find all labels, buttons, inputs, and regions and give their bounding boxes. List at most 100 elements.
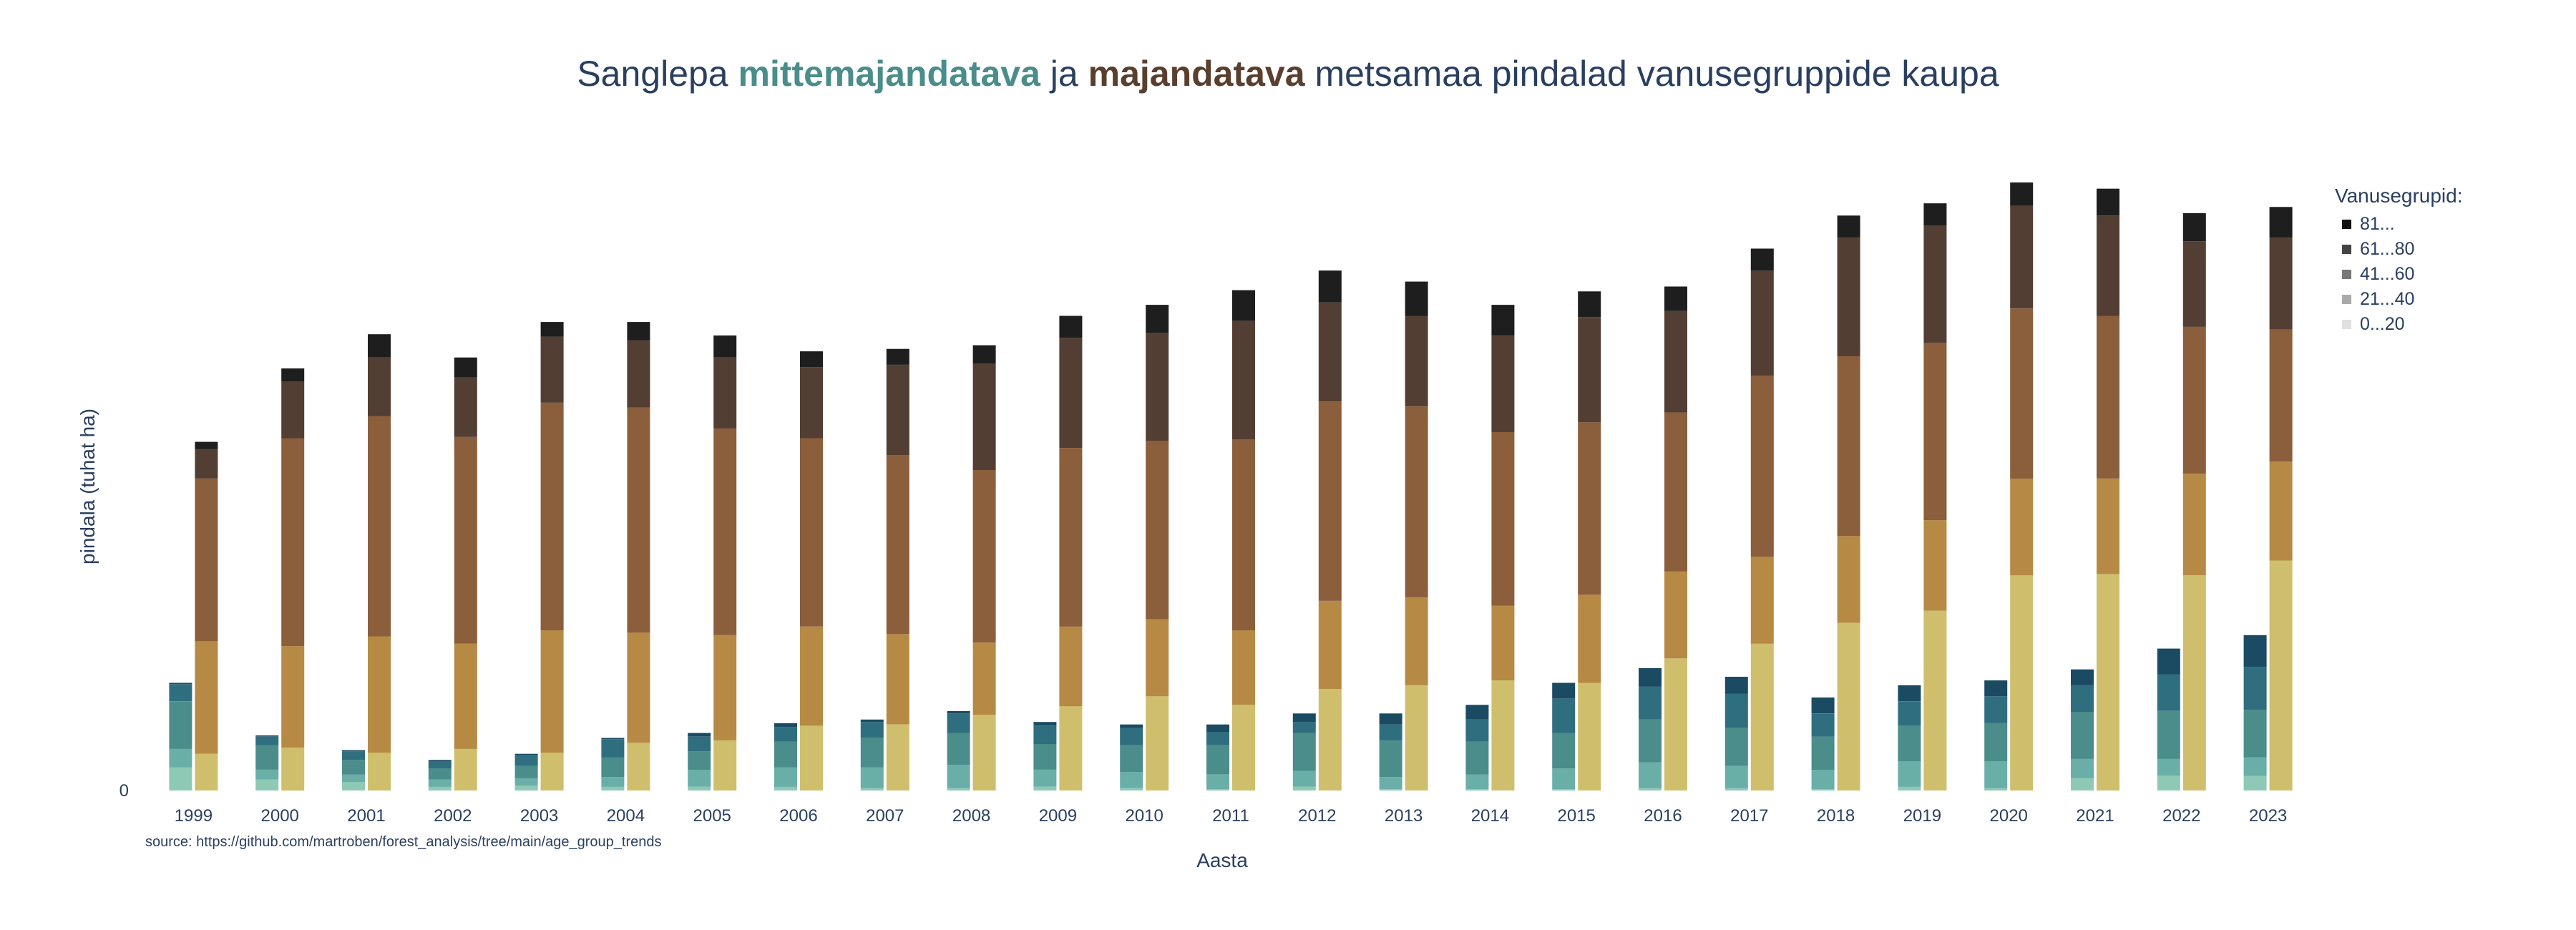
bar-mittemajandatava-2014-61-80[interactable]: [1465, 719, 1489, 742]
bar-mittemajandatava-2018-21-40[interactable]: [1811, 769, 1835, 790]
bar-majandatava-2021-61-80[interactable]: [2097, 215, 2119, 316]
bar-mittemajandatava-2007-61-80[interactable]: [860, 722, 884, 738]
bar-mittemajandatava-2005-21-40[interactable]: [688, 769, 711, 787]
bar-majandatava-2000-81-plus[interactable]: [281, 368, 305, 382]
bar-mittemajandatava-2014-0-20[interactable]: [1465, 789, 1489, 790]
bar-mittemajandatava-2006-0-20[interactable]: [774, 786, 797, 790]
bar-mittemajandatava-2005-61-80[interactable]: [688, 736, 711, 752]
bar-majandatava-2005-61-80[interactable]: [713, 357, 737, 429]
bar-mittemajandatava-1999-21-40[interactable]: [169, 748, 192, 768]
bar-mittemajandatava-2019-0-20[interactable]: [1898, 786, 1921, 790]
bar-majandatava-2006-0-20[interactable]: [800, 725, 823, 790]
bar-majandatava-2023-81-plus[interactable]: [2269, 207, 2293, 238]
bar-mittemajandatava-2013-0-20[interactable]: [1379, 789, 1402, 790]
bar-mittemajandatava-2012-81-plus[interactable]: [1292, 713, 1316, 723]
bar-mittemajandatava-1999-41-60[interactable]: [169, 701, 192, 749]
bar-majandatava-2013-41-60[interactable]: [1405, 406, 1428, 597]
bar-majandatava-2016-41-60[interactable]: [1664, 412, 1687, 572]
bar-majandatava-2010-21-40[interactable]: [1146, 619, 1169, 697]
bar-mittemajandatava-2006-21-40[interactable]: [774, 767, 797, 787]
bar-majandatava-2020-81-plus[interactable]: [2010, 182, 2034, 206]
bar-majandatava-2021-81-plus[interactable]: [2097, 188, 2119, 216]
bar-majandatava-2011-0-20[interactable]: [1232, 705, 1255, 790]
bar-majandatava-2013-0-20[interactable]: [1405, 685, 1428, 790]
bar-mittemajandatava-2023-21-40[interactable]: [2243, 757, 2267, 776]
legend-item-41-60[interactable]: 41...60: [2335, 262, 2463, 287]
bar-majandatava-2020-21-40[interactable]: [2010, 479, 2034, 576]
bar-mittemajandatava-2001-0-20[interactable]: [342, 782, 365, 790]
bar-majandatava-2016-21-40[interactable]: [1664, 571, 1687, 659]
bar-mittemajandatava-2021-21-40[interactable]: [2071, 758, 2094, 778]
bar-mittemajandatava-2000-41-60[interactable]: [255, 745, 279, 770]
bar-mittemajandatava-2013-81-plus[interactable]: [1379, 713, 1402, 725]
bar-mittemajandatava-2017-41-60[interactable]: [1724, 728, 1748, 766]
bar-majandatava-2013-81-plus[interactable]: [1405, 281, 1428, 316]
bar-majandatava-2014-41-60[interactable]: [1491, 432, 1515, 606]
bar-mittemajandatava-2012-21-40[interactable]: [1292, 770, 1316, 787]
bar-mittemajandatava-2000-81-plus[interactable]: [255, 735, 279, 737]
bar-mittemajandatava-2005-41-60[interactable]: [688, 751, 711, 770]
bar-mittemajandatava-2013-61-80[interactable]: [1379, 724, 1402, 740]
bar-mittemajandatava-2015-81-plus[interactable]: [1552, 682, 1576, 699]
bar-majandatava-2005-81-plus[interactable]: [713, 335, 737, 358]
bar-majandatava-2017-41-60[interactable]: [1750, 376, 1774, 557]
bar-majandatava-2005-0-20[interactable]: [713, 740, 737, 790]
bar-mittemajandatava-2007-21-40[interactable]: [860, 767, 884, 788]
bar-majandatava-2021-21-40[interactable]: [2097, 479, 2119, 574]
bar-mittemajandatava-2020-21-40[interactable]: [1984, 761, 2008, 788]
bar-majandatava-2005-21-40[interactable]: [713, 635, 737, 740]
legend-item-81-plus[interactable]: 81...: [2335, 212, 2463, 237]
bar-majandatava-2022-0-20[interactable]: [2182, 575, 2206, 790]
bar-mittemajandatava-2004-41-60[interactable]: [601, 757, 625, 778]
bar-mittemajandatava-2003-61-80[interactable]: [514, 755, 538, 766]
bar-mittemajandatava-2005-0-20[interactable]: [688, 786, 711, 790]
bar-majandatava-2001-21-40[interactable]: [368, 636, 391, 753]
bar-mittemajandatava-2002-0-20[interactable]: [428, 786, 452, 790]
bar-majandatava-2019-0-20[interactable]: [1923, 610, 1947, 790]
bar-mittemajandatava-2014-81-plus[interactable]: [1465, 705, 1489, 720]
bar-mittemajandatava-2004-81-plus[interactable]: [601, 738, 625, 740]
bar-majandatava-2010-41-60[interactable]: [1146, 440, 1169, 620]
bar-mittemajandatava-2020-81-plus[interactable]: [1984, 680, 2008, 697]
bar-mittemajandatava-2008-0-20[interactable]: [947, 788, 970, 790]
bar-majandatava-2023-61-80[interactable]: [2269, 238, 2293, 330]
bar-majandatava-2003-61-80[interactable]: [540, 336, 564, 403]
bar-mittemajandatava-2000-0-20[interactable]: [255, 779, 279, 790]
bar-majandatava-2017-21-40[interactable]: [1750, 557, 1774, 644]
bar-mittemajandatava-2023-41-60[interactable]: [2243, 710, 2267, 758]
bar-mittemajandatava-2003-21-40[interactable]: [514, 778, 538, 786]
bar-majandatava-2015-81-plus[interactable]: [1578, 291, 1601, 318]
bar-majandatava-2017-81-plus[interactable]: [1750, 248, 1774, 271]
legend-item-0-20[interactable]: 0...20: [2335, 312, 2463, 337]
bar-mittemajandatava-2008-41-60[interactable]: [947, 733, 970, 765]
bar-mittemajandatava-2019-21-40[interactable]: [1898, 761, 1921, 787]
bar-mittemajandatava-2003-81-plus[interactable]: [514, 753, 538, 755]
bar-majandatava-2004-61-80[interactable]: [627, 340, 650, 408]
bar-mittemajandatava-2013-21-40[interactable]: [1379, 777, 1402, 790]
bar-majandatava-2012-41-60[interactable]: [1318, 401, 1342, 601]
bar-mittemajandatava-2006-41-60[interactable]: [774, 741, 797, 768]
bar-majandatava-2020-61-80[interactable]: [2010, 205, 2034, 309]
bar-majandatava-2019-61-80[interactable]: [1923, 225, 1947, 343]
bar-majandatava-2008-0-20[interactable]: [972, 715, 996, 790]
bar-mittemajandatava-2001-81-plus[interactable]: [342, 750, 365, 752]
bar-majandatava-2014-21-40[interactable]: [1491, 605, 1515, 681]
bar-mittemajandatava-2000-21-40[interactable]: [255, 769, 279, 780]
bar-mittemajandatava-2014-21-40[interactable]: [1465, 774, 1489, 790]
bar-mittemajandatava-2022-0-20[interactable]: [2157, 775, 2180, 791]
bar-mittemajandatava-2010-0-20[interactable]: [1120, 788, 1143, 790]
bar-majandatava-2017-61-80[interactable]: [1750, 270, 1774, 376]
bar-mittemajandatava-2009-0-20[interactable]: [1033, 786, 1057, 790]
bar-mittemajandatava-2008-81-plus[interactable]: [947, 710, 970, 714]
bar-majandatava-2022-21-40[interactable]: [2182, 474, 2206, 575]
bar-majandatava-2018-41-60[interactable]: [1837, 356, 1860, 537]
bar-mittemajandatava-2014-41-60[interactable]: [1465, 741, 1489, 775]
bar-majandatava-2016-81-plus[interactable]: [1664, 286, 1687, 311]
bar-mittemajandatava-2007-81-plus[interactable]: [860, 719, 884, 723]
bar-majandatava-1999-0-20[interactable]: [195, 753, 218, 790]
bar-mittemajandatava-2017-0-20[interactable]: [1724, 788, 1748, 790]
bar-mittemajandatava-2002-81-plus[interactable]: [428, 760, 452, 761]
bar-majandatava-1999-81-plus[interactable]: [195, 441, 218, 449]
bar-mittemajandatava-2016-61-80[interactable]: [1639, 686, 1662, 720]
bar-mittemajandatava-2005-81-plus[interactable]: [688, 733, 711, 737]
